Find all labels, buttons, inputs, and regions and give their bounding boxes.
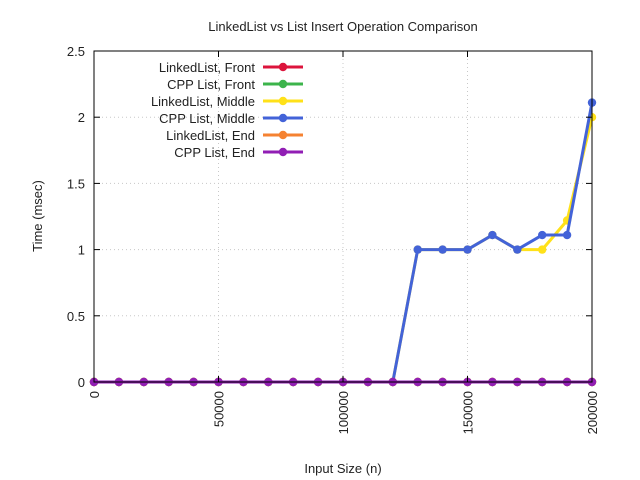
legend-label: CPP List, End	[174, 145, 255, 160]
y-tick-label: 2.5	[67, 44, 85, 59]
y-tick-label: 0	[78, 375, 85, 390]
chart-title: LinkedList vs List Insert Operation Comp…	[208, 19, 478, 34]
y-tick-label: 2	[78, 110, 85, 125]
legend-label: CPP List, Front	[167, 77, 255, 92]
legend-label: LinkedList, End	[166, 128, 255, 143]
legend-swatch-point	[278, 147, 288, 157]
legend-label: LinkedList, Middle	[151, 94, 255, 109]
grid-layer	[94, 51, 592, 382]
x-tick-label: 50000	[212, 391, 227, 427]
y-tick-label: 0.5	[67, 309, 85, 324]
legend-swatch-point	[278, 96, 288, 106]
data-point	[538, 230, 547, 240]
x-axis-label: Input Size (n)	[304, 461, 381, 476]
x-tick-label: 100000	[336, 391, 351, 434]
y-tick-label: 1.5	[67, 176, 85, 191]
data-point	[513, 245, 522, 254]
data-point	[488, 230, 497, 240]
data-point	[413, 245, 422, 254]
legend: LinkedList, Front CPP List, Front LinkedLi…	[151, 60, 303, 160]
tick-layer: 0 0.5 1 1.5 2 2.5 0 50000 100000 150000 200000	[67, 44, 600, 434]
legend-swatch-point	[278, 113, 288, 123]
legend-swatch-point	[278, 130, 288, 140]
legend-swatch-point	[278, 79, 288, 89]
data-point	[438, 245, 447, 254]
data-point	[538, 245, 547, 254]
x-tick-label: 150000	[461, 391, 476, 434]
y-tick-label: 1	[78, 243, 85, 258]
legend-label: LinkedList, Front	[159, 60, 255, 75]
x-tick-label: 0	[87, 391, 102, 398]
legend-label: CPP List, Middle	[159, 111, 255, 126]
y-axis-label: Time (msec)	[30, 180, 45, 252]
legend-swatch-point	[278, 62, 288, 72]
data-point	[463, 245, 472, 254]
series-line	[94, 102, 594, 384]
x-tick-label: 200000	[585, 391, 600, 434]
data-point	[562, 230, 572, 240]
